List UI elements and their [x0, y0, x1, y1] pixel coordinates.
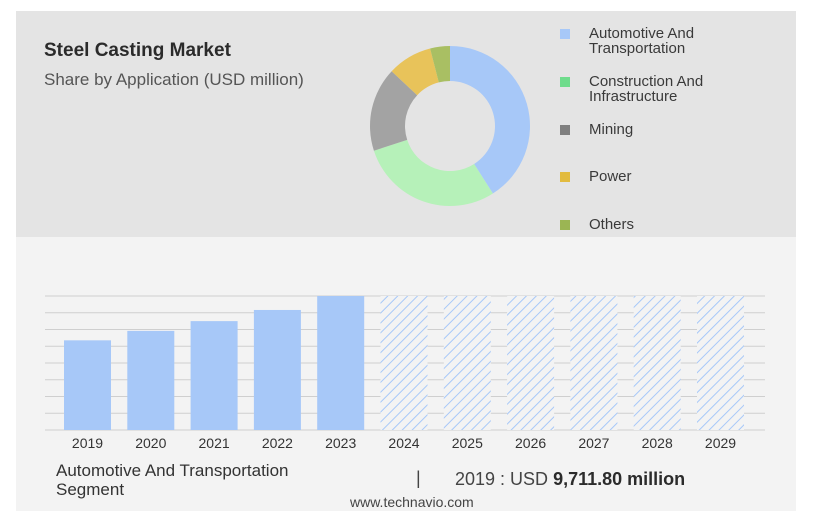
legend-swatch — [560, 125, 570, 135]
donut-slice-automotive — [450, 46, 530, 194]
footer-separator: | — [416, 468, 421, 488]
legend-swatch — [560, 77, 570, 87]
segment-label: Automotive And Transportation Segment — [56, 461, 289, 499]
bar-2020[interactable] — [127, 330, 175, 430]
x-tick-label: 2021 — [199, 435, 230, 451]
legend-swatch — [560, 172, 570, 182]
bar-2024[interactable] — [380, 296, 428, 430]
segment-value: 2019 : USD 9,711.80 million — [455, 469, 685, 490]
donut-slice-mining — [370, 71, 418, 151]
legend-swatch — [560, 29, 570, 39]
legend-label: Automotive And Transportation — [589, 25, 695, 57]
legend: Automotive And Transportation Constructi… — [560, 24, 790, 234]
x-tick-label: 2028 — [642, 435, 673, 451]
chart-subtitle: Share by Application (USD million) — [44, 70, 304, 89]
x-tick-label: 2023 — [325, 435, 356, 451]
x-tick-label: 2029 — [705, 435, 736, 451]
bar-2025[interactable] — [443, 296, 491, 430]
x-tick-label: 2020 — [135, 435, 166, 451]
header-band — [16, 11, 796, 237]
bar-2026[interactable] — [507, 296, 555, 430]
donut-chart — [370, 46, 530, 206]
bar-2027[interactable] — [570, 296, 618, 430]
x-tick-label: 2027 — [578, 435, 609, 451]
x-tick-label: 2025 — [452, 435, 483, 451]
page-title: Steel Casting Market — [44, 40, 231, 61]
x-tick-label: 2024 — [388, 435, 419, 451]
legend-label: Others — [589, 216, 635, 233]
bar-2029[interactable] — [697, 296, 744, 430]
legend-swatch — [560, 220, 570, 230]
legend-label: Construction And Infrastructure — [589, 73, 704, 105]
bar-2022[interactable] — [253, 309, 301, 430]
bar-2023[interactable] — [317, 296, 365, 430]
bar-2019[interactable] — [64, 340, 111, 430]
donut-slice-construction — [373, 139, 493, 206]
x-tick-label: 2019 — [72, 435, 103, 451]
x-tick-label: 2022 — [262, 435, 293, 451]
segment-value-amount: 9,711.80 million — [553, 469, 686, 489]
watermark: www.technavio.com — [350, 494, 474, 510]
bar-2028[interactable] — [633, 296, 681, 430]
legend-label: Power — [589, 168, 632, 185]
segment-value-prefix: 2019 : USD — [455, 469, 549, 489]
bar-2021[interactable] — [190, 321, 238, 430]
x-tick-label: 2026 — [515, 435, 546, 451]
donut-slice-others — [430, 46, 450, 83]
donut-slice-power — [391, 48, 439, 96]
legend-label: Mining — [589, 121, 634, 138]
